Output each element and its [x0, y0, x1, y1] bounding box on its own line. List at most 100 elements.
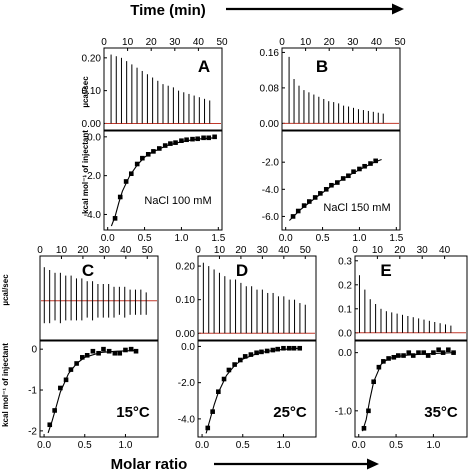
panel-e-heat-tick-label-0: 0.0: [338, 348, 352, 359]
panel-d-time-tick-label-0: 0: [195, 245, 201, 256]
panel-c-time-tick-label-5: 50: [142, 245, 154, 256]
panel-e-data-point-1: [366, 408, 371, 414]
panel-e: 0 10 20 30 40 0.0 0.1 0.2 0.3 0.0 0.5 1.0 0.0 -1.0 E 35…: [335, 245, 468, 451]
panel-d-ratio-tick-label-2: 1.0: [276, 440, 290, 451]
panel-b-time-tick-label-3: 30: [347, 37, 359, 48]
panel-e-thermogram-axes-frame: [354, 255, 468, 341]
panel-a-signal-tick-label-0: 0.00: [82, 119, 102, 130]
panel-a-data-point-2: [123, 179, 129, 184]
panel-b-data-point-2: [301, 203, 307, 208]
panel-d-data-point-3: [221, 376, 227, 382]
panel-b-time-tick-label-0: 0: [279, 37, 285, 48]
panel-a-data-point-3: [128, 171, 134, 177]
bottom-axis-title: Molar ratio: [111, 456, 188, 473]
panel-b-ratio-tick-label-1: 0.5: [316, 233, 330, 244]
panel-b-time-tick-label-2: 20: [324, 37, 336, 48]
panel-e-data-point-17: [446, 347, 451, 353]
panel-d-thermogram: 0 10 20 30 40 50 0.00 0.10 0.20: [176, 245, 317, 341]
panel-d-time-tick-label-5: 50: [300, 245, 312, 256]
panel-d-time-tick-label-1: 10: [214, 245, 226, 256]
panel-b-signal-tick-label-0: 0.00: [260, 119, 280, 130]
panel-c-time-tick-label-4: 40: [120, 245, 132, 256]
panel-a-ratio-tick-label-1: 0.5: [138, 233, 152, 244]
panel-e-signal-tick-label-3: 0.3: [338, 256, 352, 267]
panel-a-data-point-7: [151, 149, 156, 154]
panel-e-binding: 0.0 0.5 1.0 0.0 -1.0: [335, 340, 468, 451]
thermogram-ylabel-top: µcal/sec: [81, 76, 90, 108]
panel-d-signal-tick-label-2: 0.20: [176, 262, 196, 273]
panel-c-data-point-10: [101, 346, 106, 352]
panel-b-thermogram-axes-frame: [281, 47, 401, 131]
panel-a-time-tick-label-4: 40: [193, 37, 205, 48]
panel-e-time-tick-label-4: 40: [439, 245, 451, 256]
panel-a-data-point-0: [112, 216, 118, 221]
panel-e-data-point-9: [406, 350, 412, 355]
panel-e-data-point-0: [361, 425, 367, 431]
side-labels-top-row: µcal/sec kcal mol⁻¹ of injectant: [81, 76, 90, 214]
panel-c-binding-axes-frame: [39, 340, 159, 438]
panel-b-data-point-8: [335, 180, 340, 185]
panel-d-data-point-1: [210, 409, 215, 414]
panel-e-time-tick-label-1: 10: [372, 245, 384, 256]
panel-c-data-point-5: [74, 361, 79, 366]
panel-a-data-point-18: [212, 134, 217, 140]
panel-b-binding: 0.0 0.5 1.0 1.5 -2.0 -4.0 -6.0: [262, 130, 404, 244]
panel-a-data-point-8: [157, 146, 162, 151]
panel-a-condition-label: NaCl 100 mM: [144, 195, 211, 207]
panel-d-thermogram-axes-frame: [197, 255, 317, 341]
panel-d-data-point-2: [216, 389, 221, 395]
panel-b-data-point-3: [306, 199, 312, 204]
panel-c-data-point-8: [90, 348, 96, 354]
panel-d-data-point-6: [238, 357, 243, 363]
panel-c-data-point-13: [117, 350, 123, 356]
panel-b-letter: B: [316, 57, 328, 76]
panel-b-ratio-tick-label-3: 1.5: [389, 233, 403, 244]
panel-d-data-point-11: [264, 348, 270, 354]
panel-c-thermogram-axes-frame: [39, 255, 159, 341]
panel-e-time-tick-label-3: 30: [417, 245, 429, 256]
binding-ylabel-bottom: kcal mol⁻¹ of injectant: [1, 343, 10, 427]
panel-a-data-point-16: [201, 135, 206, 141]
panel-d-data-point-0: [205, 425, 211, 431]
panel-d-data-point-7: [242, 354, 248, 359]
panel-e-data-point-5: [386, 356, 391, 361]
panel-d-time-tick-label-3: 30: [257, 245, 269, 256]
panel-b-data-point-15: [373, 158, 378, 164]
panel-b-data-point-5: [318, 191, 323, 196]
panel-b-condition-label: NaCl 150 mM: [323, 202, 390, 214]
panel-a-time-tick-label-0: 0: [101, 37, 107, 48]
panels: 0 10 20 30 40 500.000.100.200.0 0.5 1.0 1.50.0-2…: [28, 37, 468, 451]
panel-c-heat-tick-label-0: 0: [31, 345, 37, 356]
panel-c-data-point-12: [112, 350, 118, 356]
panel-d-binding-axes-frame: [197, 340, 317, 438]
panel-e-ratio-tick-label-0: 0.0: [352, 440, 366, 451]
panel-e-time-tick-label-2: 20: [394, 245, 406, 256]
panel-b-data-point-9: [340, 176, 346, 181]
panel-b-heat-tick-label-2: -6.0: [262, 212, 280, 223]
panel-c-data-point-6: [80, 355, 85, 360]
panel-c-binding: 0.0 0.5 1.0 0 -1 -2: [28, 340, 159, 451]
panel-e-data-point-11: [416, 350, 421, 355]
panel-a-data-point-17: [206, 135, 212, 141]
panel-d-signal-tick-label-0: 0.00: [176, 329, 196, 340]
panel-d-data-point-14: [281, 345, 286, 351]
panel-e-signal-tick-label-2: 0.2: [338, 280, 352, 291]
panel-d-data-point-10: [259, 349, 264, 355]
panel-d-signal-tick-label-1: 0.10: [176, 295, 196, 306]
panel-c-data-point-11: [106, 348, 112, 354]
panel-e-data-point-7: [396, 353, 401, 358]
panel-a-data-point-1: [117, 194, 123, 200]
panel-c-data-point-0: [47, 422, 53, 428]
panel-a-time-tick-label-2: 20: [146, 37, 158, 48]
panel-a-data-point-6: [145, 151, 151, 157]
panel-a-data-point-4: [134, 161, 140, 167]
top-axis-title: Time (min): [130, 2, 206, 19]
panel-d-time-tick-label-4: 40: [278, 245, 290, 256]
panel-a-data-point-14: [190, 136, 195, 142]
panel-c-time-tick-label-0: 0: [37, 245, 43, 256]
panel-a-data-point-13: [184, 137, 189, 143]
panel-d-data-point-12: [270, 347, 276, 353]
panel-d-heat-tick-label-1: -2.0: [178, 378, 196, 389]
panel-a-thermogram-axes-frame: [103, 47, 223, 131]
panel-e-data-point-8: [401, 353, 406, 358]
